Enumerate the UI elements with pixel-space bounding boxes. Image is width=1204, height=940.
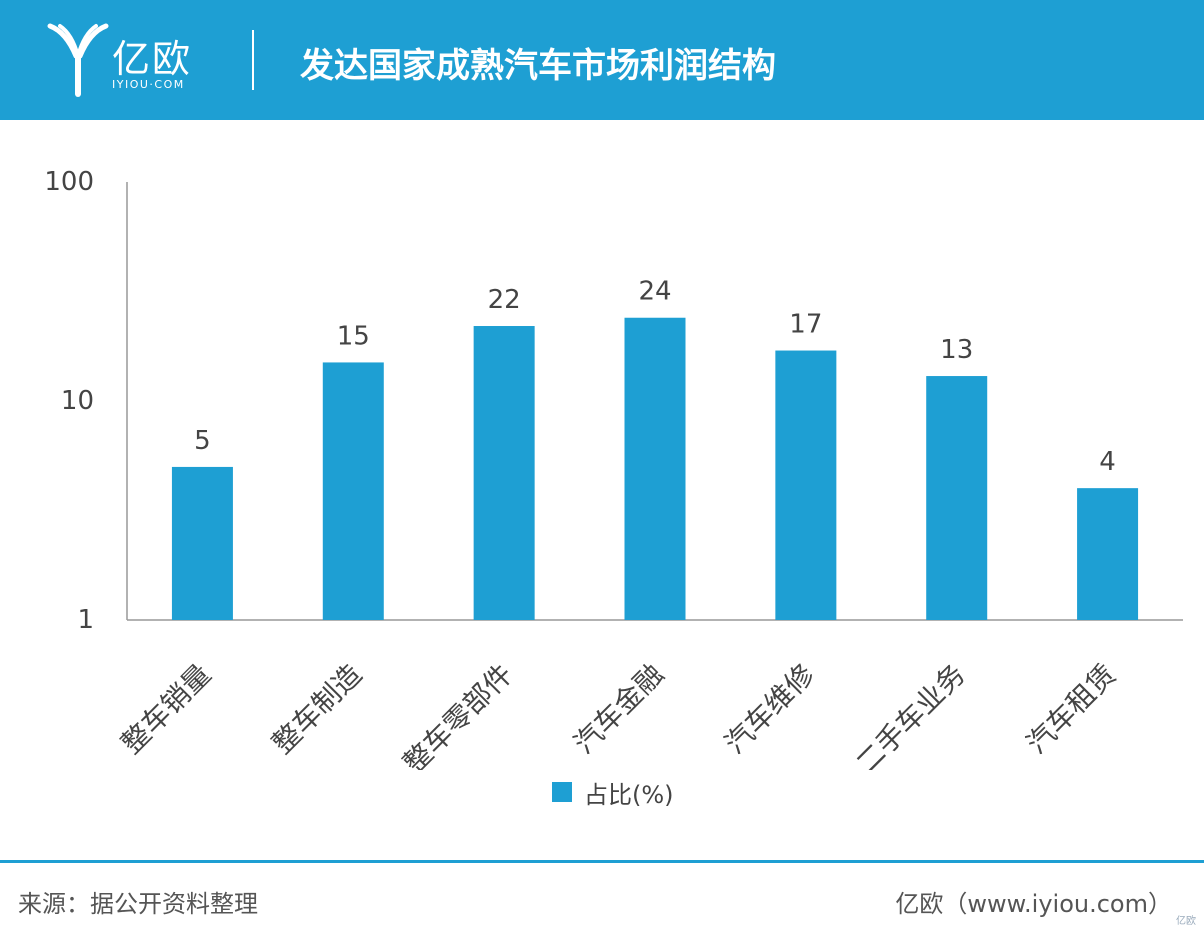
header-banner: 亿欧 IYIOU·COM 发达国家成熟汽车市场利润结构 bbox=[0, 0, 1204, 120]
source-note: 来源：据公开资料整理 bbox=[18, 890, 258, 918]
bar bbox=[926, 376, 988, 620]
bar bbox=[322, 362, 384, 620]
data-label: 15 bbox=[337, 321, 370, 351]
y-tick-label: 1 bbox=[77, 605, 94, 635]
chart-legend: 占比(%) bbox=[552, 776, 674, 809]
x-tick-label: 汽车金融 bbox=[567, 658, 670, 761]
bar bbox=[473, 326, 535, 620]
legend-label: 占比(%) bbox=[584, 780, 674, 809]
data-label: 13 bbox=[940, 335, 973, 365]
footer-divider bbox=[0, 860, 1204, 863]
legend-swatch bbox=[552, 782, 572, 802]
data-label: 17 bbox=[789, 310, 822, 340]
header-divider bbox=[252, 30, 254, 90]
data-label: 24 bbox=[638, 277, 671, 307]
y-tick-label: 10 bbox=[61, 386, 94, 416]
x-tick-label: 汽车租赁 bbox=[1020, 658, 1123, 761]
bar-chart: 1 10 100 5 整车销量 15 整车制造 22 整车零部件 24 汽车金融 17 汽车维修 13 二手… bbox=[44, 167, 1183, 770]
bar bbox=[775, 350, 837, 620]
x-tick-label: 整车销量 bbox=[115, 658, 218, 761]
page-title: 发达国家成熟汽车市场利润结构 bbox=[300, 46, 776, 86]
data-label: 22 bbox=[488, 285, 521, 315]
bar bbox=[624, 317, 686, 620]
x-tick-label: 整车制造 bbox=[266, 658, 369, 761]
data-label: 5 bbox=[194, 426, 211, 456]
brand-logo: 亿欧 IYIOU·COM bbox=[46, 22, 216, 100]
bar bbox=[1077, 488, 1139, 620]
credit-note: 亿欧（www.iyiou.com） bbox=[895, 890, 1172, 918]
data-label: 4 bbox=[1099, 447, 1116, 477]
bar bbox=[171, 466, 233, 620]
corner-watermark: 亿欧 bbox=[1176, 916, 1196, 927]
logo-subtext: IYIOU·COM bbox=[112, 78, 185, 91]
x-tick-label: 二手车业务 bbox=[849, 658, 971, 770]
logo-mark-icon bbox=[47, 23, 109, 97]
x-tick-label: 汽车维修 bbox=[718, 658, 821, 761]
y-tick-label: 100 bbox=[44, 167, 94, 197]
x-tick-label: 整车零部件 bbox=[397, 658, 519, 770]
logo-text: 亿欧 bbox=[112, 37, 193, 81]
